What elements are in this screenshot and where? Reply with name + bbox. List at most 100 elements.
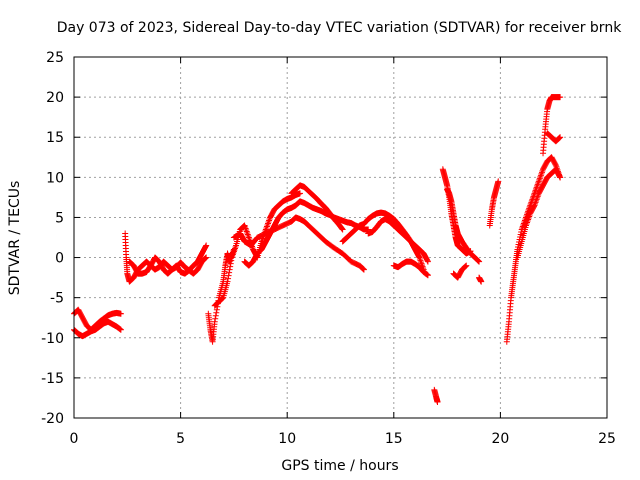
data-point [463,262,470,269]
data-point [359,265,366,272]
data-point [202,243,209,250]
data-point [475,257,482,264]
series-seg-a [71,318,124,340]
series-seg-c [122,230,210,285]
data-point [424,257,431,264]
data-point [265,220,272,227]
data-point [517,231,524,238]
series-seg-g [241,198,372,269]
data-point [556,134,563,141]
data-point [226,269,233,276]
data-point [360,266,367,273]
series-seg-o [444,186,483,265]
y-tick-label-6: 10 [46,170,64,186]
data-point [557,94,564,101]
series-seg-h [230,214,367,273]
series-seg-d [126,254,210,277]
data-point [202,255,209,262]
series-seg-f [211,190,303,309]
plot-frame [73,56,608,419]
data-point [219,295,226,302]
data-point [556,173,563,180]
data-point [556,135,563,142]
x-axis-ticks: 0 5 10 15 20 25 [70,57,616,447]
data-point [213,306,220,313]
data-point [243,228,250,235]
data-point [495,178,502,185]
x-tick-label-2: 10 [278,431,296,447]
data-point [538,170,545,177]
y-tick-label-0: -20 [41,411,64,427]
data-point [219,295,226,302]
data-point [263,224,270,231]
data-point [535,178,542,185]
grid-lines [74,57,607,418]
data-point [552,161,559,168]
data-point [117,310,124,317]
data-point [475,258,482,265]
y-axis-ticks: -20 -15 -10 -5 0 5 10 15 20 25 [41,50,607,427]
data-point [338,225,345,232]
y-tick-label-2: -10 [41,331,64,347]
y-tick-label-4: 0 [55,251,64,267]
data-point [537,172,544,179]
data-point [203,242,210,249]
data-point [478,278,485,285]
series-seg-q [476,274,485,285]
data-point [245,234,252,241]
series-seg-k [365,216,431,265]
x-tick-label-3: 15 [385,431,403,447]
data-points [71,94,564,405]
data-point [212,315,219,322]
data-point [244,231,251,238]
data-point [534,194,541,201]
data-point [530,203,537,210]
series-seg-n [439,166,474,257]
data-point [202,255,209,262]
x-tick-label-5: 25 [598,431,616,447]
series-seg-u [540,94,564,157]
series-seg-r [486,178,502,229]
data-point [117,326,124,333]
chart-title: Day 073 of 2023, Sidereal Day-to-day VTE… [57,20,622,36]
y-tick-label-5: 5 [55,210,64,226]
data-point [360,266,367,273]
data-point [226,266,233,273]
data-point [213,309,220,316]
data-point [339,226,346,233]
y-axis-label: SDTVAR / TECUs [7,181,23,296]
data-point [244,229,251,236]
data-point [245,232,252,239]
data-point [339,225,346,232]
y-tick-label-3: -5 [50,291,64,307]
data-point [557,174,564,181]
y-tick-label-7: 15 [46,130,64,146]
data-point [265,218,272,225]
data-point [537,173,544,180]
data-point [557,134,564,141]
data-point [536,176,543,183]
series-seg-i [288,182,346,233]
series-seg-b [71,306,124,333]
data-point [224,278,231,285]
series-seg-p [450,262,470,281]
data-point [211,318,218,325]
data-point [415,253,422,260]
data-point [203,254,210,261]
data-point [532,188,539,195]
x-tick-label-0: 0 [70,431,79,447]
series-seg-v [544,130,564,145]
data-point [225,272,232,279]
data-point [536,175,543,182]
series-seg-t [514,166,564,261]
series-seg-s [503,154,564,345]
data-point [462,263,469,270]
data-point [227,263,234,270]
x-tick-label-4: 20 [491,431,509,447]
data-point [424,272,431,279]
data-point [296,190,303,197]
data-point [424,258,431,265]
data-point [476,258,483,265]
data-point [212,312,219,319]
